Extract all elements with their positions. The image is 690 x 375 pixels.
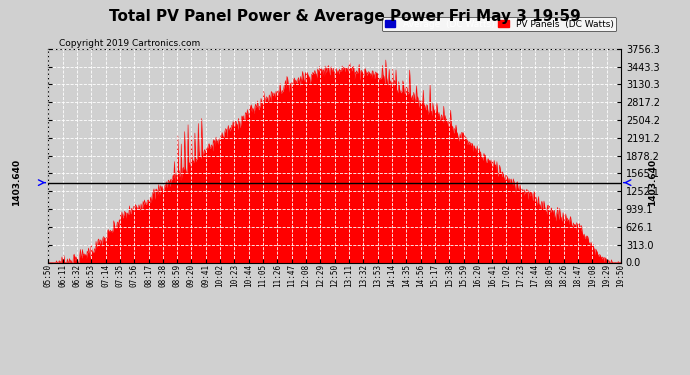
Text: Total PV Panel Power & Average Power Fri May 3 19:59: Total PV Panel Power & Average Power Fri…: [109, 9, 581, 24]
Text: Copyright 2019 Cartronics.com: Copyright 2019 Cartronics.com: [59, 39, 200, 48]
Legend: Average  (DC Watts), PV Panels  (DC Watts): Average (DC Watts), PV Panels (DC Watts): [382, 17, 616, 32]
Text: 1403.640: 1403.640: [648, 159, 657, 206]
Text: 1403.640: 1403.640: [12, 159, 21, 206]
